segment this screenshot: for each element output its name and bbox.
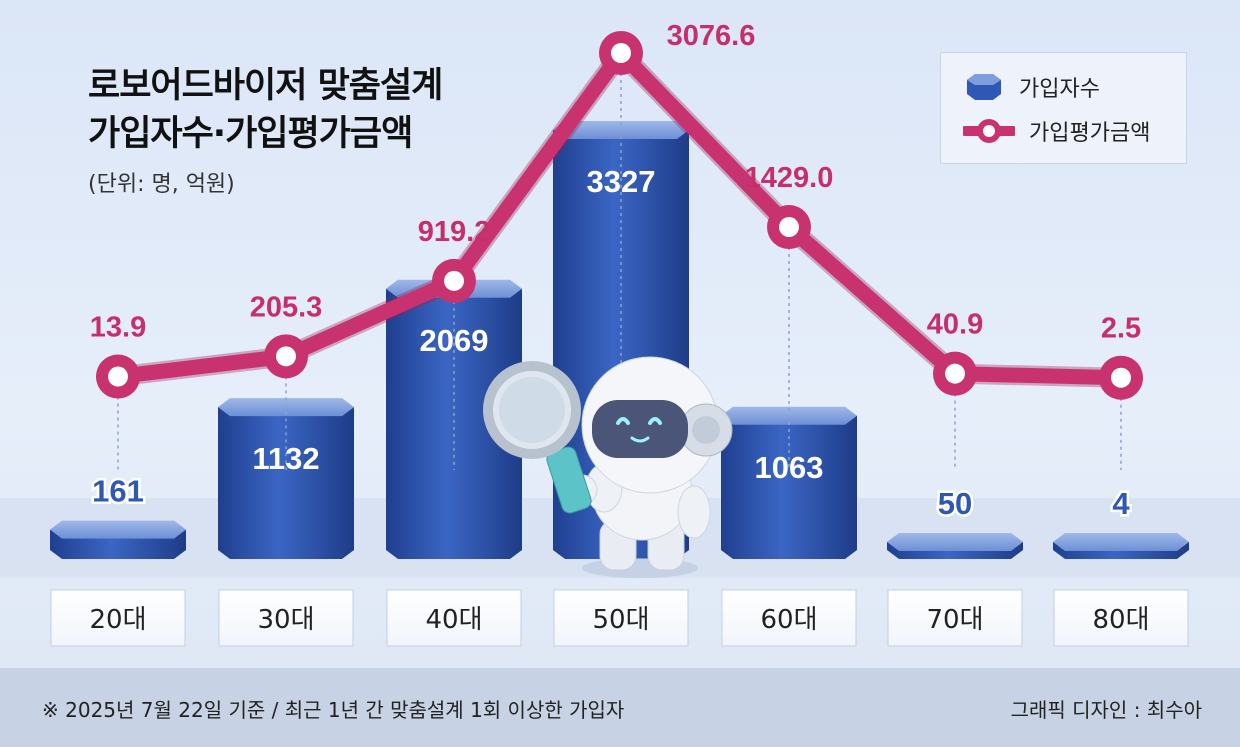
category-label: 80대 bbox=[1092, 605, 1149, 635]
bar-body bbox=[721, 415, 857, 559]
bar-70대 bbox=[887, 533, 1023, 559]
category-label: 30대 bbox=[257, 605, 314, 635]
category-label: 60대 bbox=[760, 605, 817, 635]
category-box: 20대 bbox=[50, 589, 186, 647]
line-value-label: 3076.6 bbox=[667, 20, 756, 52]
bar-80대 bbox=[1053, 533, 1189, 559]
line-value-label: 13.9 bbox=[90, 312, 146, 344]
line-point-50대 bbox=[599, 31, 643, 75]
category-box: 30대 bbox=[218, 589, 354, 647]
bar-top-face bbox=[887, 533, 1023, 551]
line-point-20대 bbox=[96, 354, 140, 399]
bar-top-face bbox=[1053, 533, 1189, 551]
line-value-label: 40.9 bbox=[927, 309, 983, 341]
bar-value-label: 4 bbox=[1112, 486, 1130, 521]
bar-20대 bbox=[50, 520, 186, 559]
footnote: ※ 2025년 7월 22일 기준 / 최근 1년 간 맞춤설계 1회 이상한 … bbox=[42, 698, 625, 722]
line-point-30대 bbox=[264, 334, 308, 379]
bar-value-label: 2069 bbox=[420, 323, 489, 358]
bar-value-label: 161 bbox=[92, 474, 144, 509]
category-box: 80대 bbox=[1053, 589, 1189, 647]
chart-title-line-2: 가입자수·가입평가금액 bbox=[88, 114, 413, 154]
line-value-label: 1429.0 bbox=[745, 162, 834, 194]
legend-item-line: 가입평가금액 bbox=[963, 111, 1150, 151]
line-point-70대 bbox=[933, 351, 977, 396]
legend: 가입자수 가입평가금액 bbox=[940, 52, 1187, 164]
unit-note: (단위: 명, 억원) bbox=[88, 172, 235, 197]
bar-body bbox=[386, 288, 522, 559]
line-point-80대 bbox=[1099, 355, 1143, 400]
legend-label-bars: 가입자수 bbox=[1019, 77, 1100, 102]
legend-item-bars: 가입자수 bbox=[963, 67, 1100, 107]
category-box: 40대 bbox=[386, 589, 522, 647]
category-box: 50대 bbox=[553, 589, 689, 647]
chart-title-block: 로보어드바이저 맞춤설계 가입자수·가입평가금액 (단위: 명, 억원) bbox=[88, 62, 443, 198]
hexagon-bar-icon bbox=[967, 74, 1001, 100]
bar-value-label: 50 bbox=[938, 486, 972, 521]
bar-body bbox=[218, 407, 354, 559]
line-value-label: 919.2 bbox=[418, 216, 491, 248]
category-label: 40대 bbox=[425, 605, 482, 635]
bar-top-face bbox=[50, 520, 186, 539]
category-box: 70대 bbox=[887, 589, 1023, 647]
bar-value-label: 1063 bbox=[755, 450, 824, 485]
credit: 그래픽 디자인 : 최수아 bbox=[1010, 698, 1202, 722]
line-point-40대 bbox=[432, 258, 476, 303]
legend-label-line: 가입평가금액 bbox=[1029, 121, 1151, 146]
bar-value-label: 3327 bbox=[587, 164, 656, 199]
bar-value-label: 1132 bbox=[252, 441, 319, 476]
line-point-60대 bbox=[767, 205, 811, 250]
category-label: 20대 bbox=[89, 605, 146, 635]
bar-30대 bbox=[218, 398, 354, 559]
category-box: 60대 bbox=[721, 589, 857, 647]
chart-title-line-1: 로보어드바이저 맞춤설계 bbox=[88, 66, 443, 106]
line-marker-icon bbox=[963, 119, 1015, 143]
robot-mascot-illustration bbox=[483, 356, 733, 578]
category-label: 70대 bbox=[926, 605, 983, 635]
line-value-label: 2.5 bbox=[1101, 313, 1141, 345]
category-label: 50대 bbox=[592, 605, 649, 635]
footer-bar bbox=[0, 668, 1240, 747]
line-value-label: 205.3 bbox=[250, 291, 323, 323]
